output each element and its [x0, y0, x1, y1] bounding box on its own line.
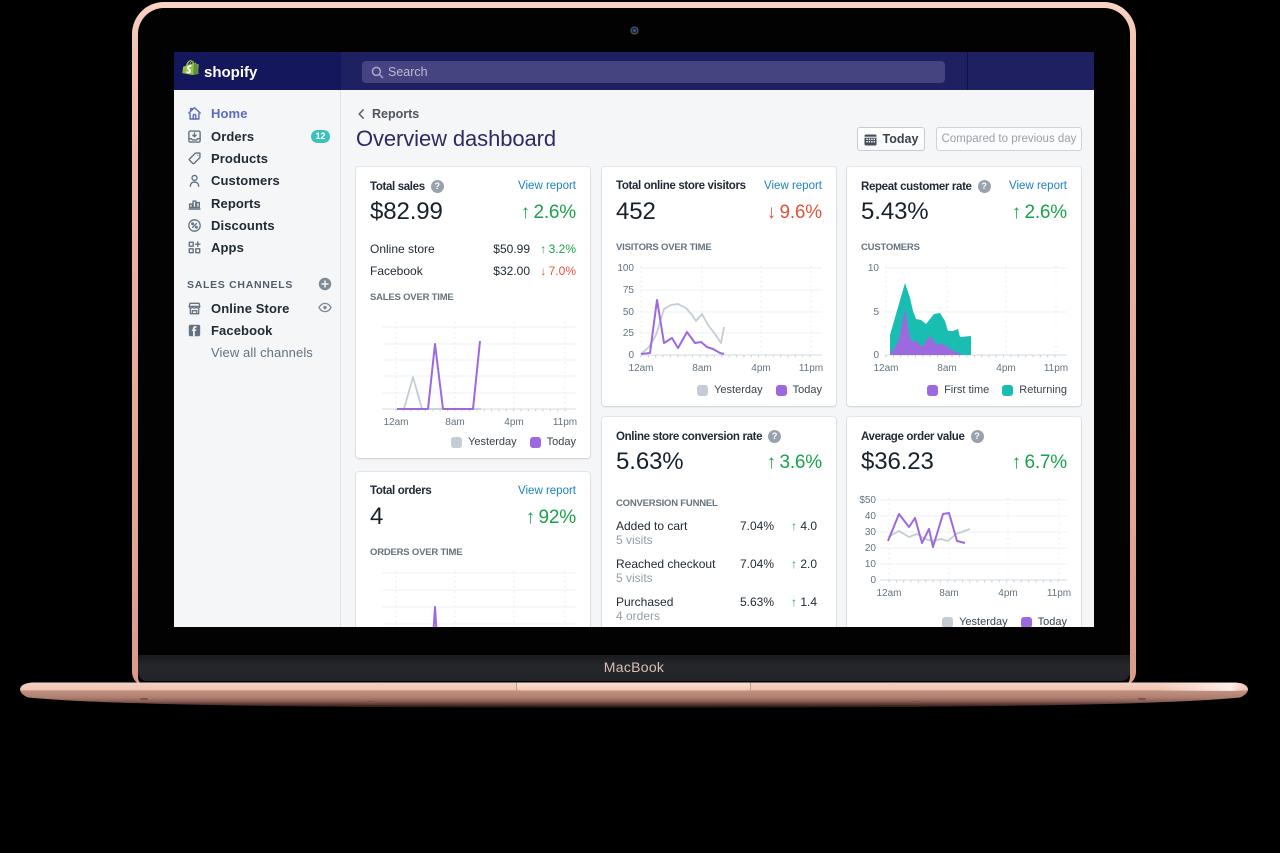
svg-text:12am: 12am [383, 417, 408, 428]
svg-text:4pm: 4pm [996, 363, 1015, 374]
svg-text:8am: 8am [939, 588, 958, 599]
svg-text:12am: 12am [628, 363, 653, 374]
svg-text:12am: 12am [876, 588, 901, 599]
svg-text:10: 10 [865, 559, 877, 570]
svg-text:75: 75 [623, 285, 635, 296]
svg-text:100: 100 [617, 263, 634, 274]
svg-text:11pm: 11pm [1044, 363, 1068, 374]
svg-text:$50: $50 [859, 495, 876, 506]
svg-text:4pm: 4pm [504, 417, 523, 428]
svg-text:0: 0 [628, 350, 634, 361]
svg-text:4pm: 4pm [998, 588, 1017, 599]
svg-text:10: 10 [868, 263, 880, 274]
svg-text:8am: 8am [937, 363, 956, 374]
svg-text:8am: 8am [692, 363, 711, 374]
svg-text:12am: 12am [873, 363, 898, 374]
svg-text:11pm: 11pm [799, 363, 823, 374]
svg-text:30: 30 [865, 527, 877, 538]
svg-text:0: 0 [873, 350, 879, 361]
svg-text:11pm: 11pm [553, 417, 577, 428]
svg-text:11pm: 11pm [1047, 588, 1071, 599]
svg-text:50: 50 [623, 307, 635, 318]
svg-text:8am: 8am [445, 417, 464, 428]
svg-text:20: 20 [865, 543, 877, 554]
svg-text:25: 25 [623, 328, 635, 339]
svg-text:4pm: 4pm [751, 363, 770, 374]
svg-text:0: 0 [870, 575, 876, 586]
svg-text:40: 40 [865, 511, 877, 522]
svg-text:5: 5 [873, 307, 879, 318]
